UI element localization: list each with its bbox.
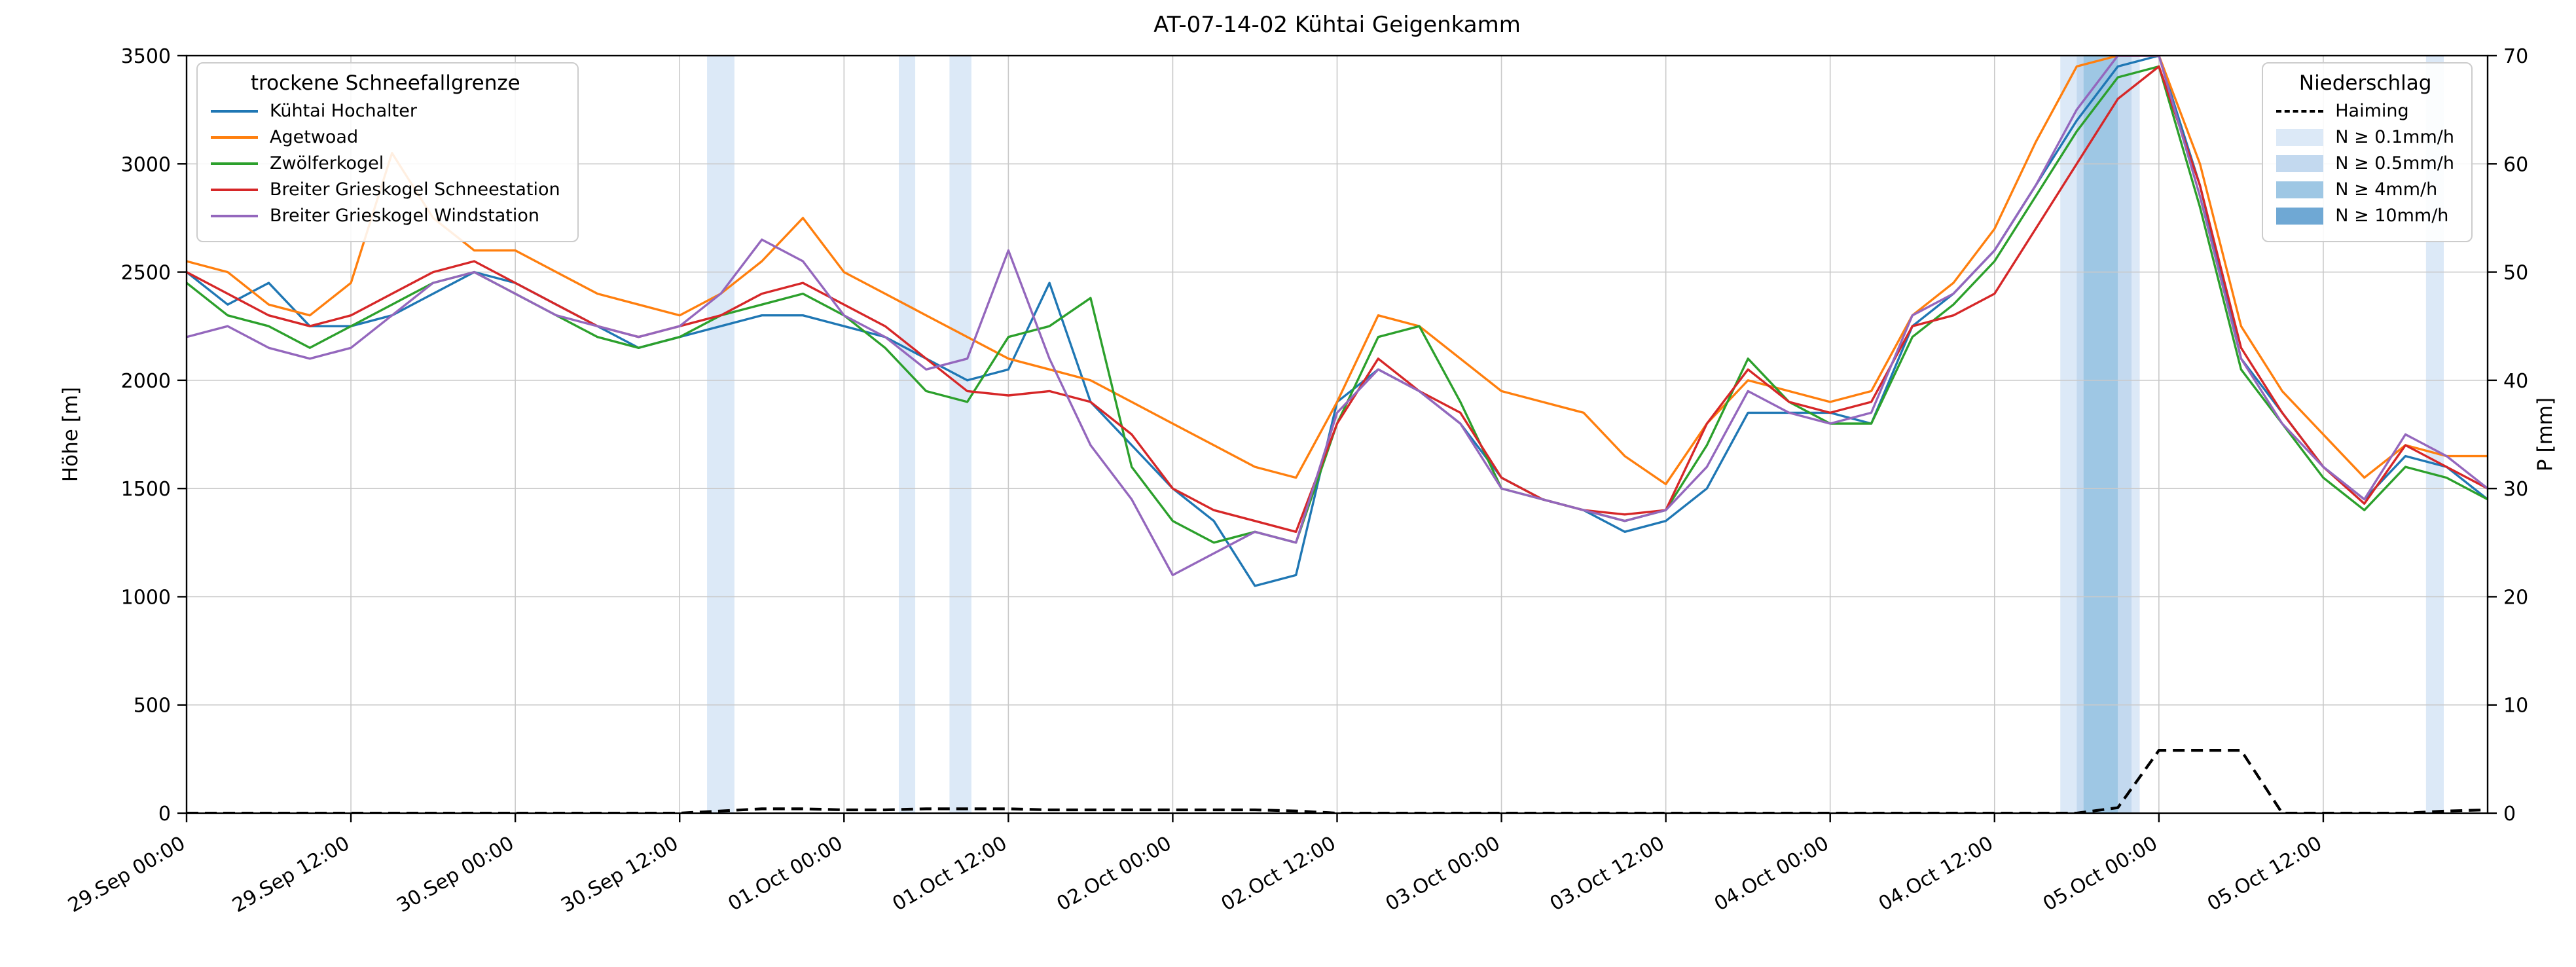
series-line-1 [187,56,2488,486]
legend-item: Agetwoad [211,127,560,147]
svg-text:02.Oct 12:00: 02.Oct 12:00 [1218,832,1340,916]
legend-item-label: Breiter Grieskogel Windstation [270,206,540,226]
legend-item: N ≥ 0.1mm/h [2276,127,2454,147]
legend-item-label: N ≥ 4mm/h [2335,179,2438,200]
legend-swatch-icon [2276,109,2324,113]
svg-text:3500: 3500 [121,45,171,68]
svg-text:0: 0 [158,803,171,826]
legend-snowfall-line: trockene Schneefallgrenze Kühtai Hochalt… [196,62,579,242]
legend-swatch-icon [211,136,258,139]
series-haiming-precip [187,748,2488,813]
legend-swatch-icon [211,188,258,191]
svg-text:03.Oct 12:00: 03.Oct 12:00 [1546,832,1669,916]
svg-text:05.Oct 00:00: 05.Oct 00:00 [2039,832,2162,916]
svg-text:30.Sep 00:00: 30.Sep 00:00 [393,832,518,917]
svg-text:1500: 1500 [121,478,171,501]
legend-item-label: N ≥ 10mm/h [2335,206,2449,226]
svg-text:04.Oct 12:00: 04.Oct 12:00 [1875,832,1997,916]
svg-text:60: 60 [2503,153,2528,176]
y-right-axis-label: P [mm] [2533,397,2557,471]
svg-text:04.Oct 00:00: 04.Oct 00:00 [1711,832,1833,916]
precip-band [898,56,916,813]
svg-text:3000: 3000 [121,153,171,176]
legend-swatch-icon [2276,207,2324,225]
y-left-axis-label: Höhe [m] [59,387,82,482]
legend-item: Kühtai Hochalter [211,101,560,121]
svg-text:02.Oct 00:00: 02.Oct 00:00 [1053,832,1176,916]
svg-text:50: 50 [2503,262,2528,285]
legend-snowfall-line-title: trockene Schneefallgrenze [250,71,520,95]
precip-bands [707,56,2444,813]
chart-title: AT-07-14-02 Kühtai Geigenkamm [1153,12,1521,38]
tick-marks [177,54,2497,822]
series-line-4 [187,56,2488,577]
legend-item-label: N ≥ 0.5mm/h [2335,153,2454,173]
svg-text:03.Oct 00:00: 03.Oct 00:00 [1382,832,1504,916]
svg-text:20: 20 [2503,586,2528,609]
svg-text:01.Oct 00:00: 01.Oct 00:00 [724,832,846,916]
legend-swatch-icon [211,109,258,113]
series-line-3 [187,65,2488,533]
legend-item: N ≥ 10mm/h [2276,206,2454,226]
precip-band [2083,56,2118,813]
legend-precipitation: Niederschlag Haiming N ≥ 0.1mm/h N ≥ 0.5mm… [2262,62,2473,242]
legend-precipitation-items: Haiming N ≥ 0.1mm/h N ≥ 0.5mm/h N ≥ 4mm/h N … [2276,101,2454,226]
legend-snowfall-line-items: Kühtai Hochalter Agetwoad Zwölferkogel Brei… [211,101,560,226]
legend-item-label: Haiming [2335,101,2409,121]
svg-text:2500: 2500 [121,262,171,285]
legend-swatch-icon [2276,128,2324,146]
legend-item-label: Agetwoad [270,127,359,147]
svg-text:01.Oct 12:00: 01.Oct 12:00 [888,832,1011,916]
precip-band [949,56,971,813]
svg-text:2000: 2000 [121,370,171,393]
axis-labels: Höhe [m] P [mm] [59,387,2557,482]
legend-item: Haiming [2276,101,2454,121]
svg-text:10: 10 [2503,695,2528,718]
svg-text:1000: 1000 [121,586,171,609]
svg-text:40: 40 [2503,370,2528,393]
precip-band [707,56,735,813]
legend-item: Breiter Grieskogel Windstation [211,206,560,226]
legend-swatch-icon [211,214,258,217]
legend-swatch-icon [2276,155,2324,172]
legend-swatch-icon [2276,181,2324,198]
legend-item-label: Kühtai Hochalter [270,101,417,121]
legend-item-label: Zwölferkogel [270,153,384,173]
legend-item: Zwölferkogel [211,153,560,173]
legend-precipitation-title: Niederschlag [2298,71,2432,95]
legend-item-label: N ≥ 0.1mm/h [2335,127,2454,147]
svg-text:0: 0 [2503,803,2516,826]
legend-swatch-icon [211,162,258,165]
svg-text:30.Sep 12:00: 30.Sep 12:00 [557,832,682,917]
legend-item: Breiter Grieskogel Schneestation [211,179,560,200]
svg-text:05.Oct 12:00: 05.Oct 12:00 [2204,832,2326,916]
legend-item: N ≥ 4mm/h [2276,179,2454,200]
svg-text:500: 500 [134,695,171,718]
svg-text:30: 30 [2503,478,2528,501]
legend-item-label: Breiter Grieskogel Schneestation [270,179,560,200]
legend-item: N ≥ 0.5mm/h [2276,153,2454,173]
svg-text:29.Sep 00:00: 29.Sep 00:00 [64,832,189,917]
svg-text:70: 70 [2503,45,2528,68]
svg-text:29.Sep 12:00: 29.Sep 12:00 [228,832,354,917]
